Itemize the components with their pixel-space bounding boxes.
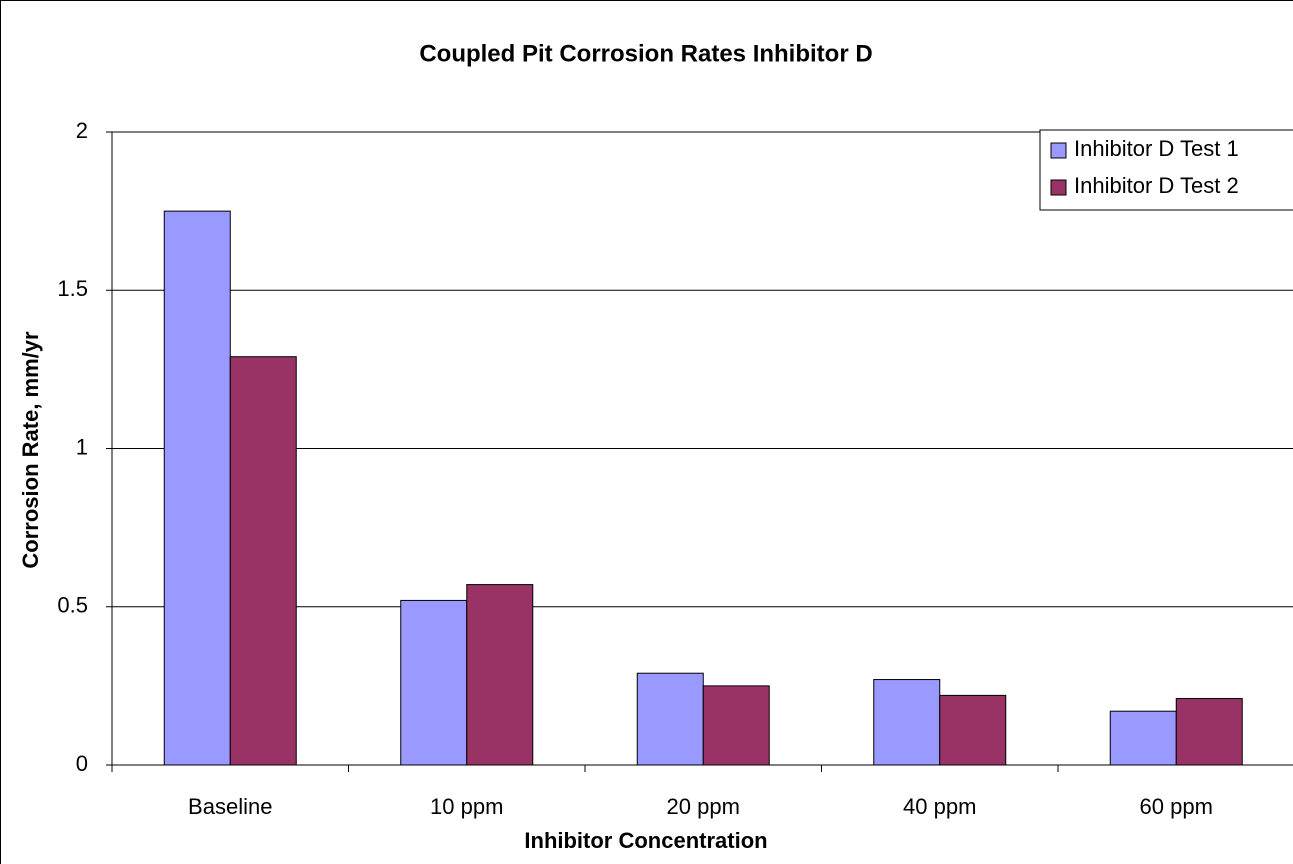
bar: [163, 210, 231, 766]
legend-label: Inhibitor D Test 1: [1074, 136, 1239, 161]
y-tick-label: 0: [76, 751, 88, 776]
legend-box: [1039, 129, 1293, 211]
y-tick-label: 2: [76, 118, 88, 143]
legend-swatch: [1050, 142, 1067, 159]
bar: [873, 679, 941, 766]
y-tick-label: 1: [76, 434, 88, 459]
bar: [939, 694, 1007, 766]
bar: [466, 584, 534, 766]
bar: [1175, 698, 1243, 766]
x-tick-label: 20 ppm: [667, 794, 740, 819]
x-axis-label: Inhibitor Concentration: [524, 828, 767, 853]
legend-swatch: [1050, 179, 1067, 196]
bar: [702, 685, 770, 766]
bar: [636, 672, 704, 766]
y-tick-label: 0.5: [57, 593, 88, 618]
y-axis-label: Corrosion Rate, mm/yr: [18, 331, 43, 569]
bar: [1109, 710, 1177, 766]
bar: [400, 599, 468, 766]
x-tick-label: Baseline: [188, 794, 272, 819]
x-tick-label: 60 ppm: [1140, 794, 1213, 819]
legend-label: Inhibitor D Test 2: [1074, 173, 1239, 198]
x-tick-label: 10 ppm: [430, 794, 503, 819]
x-tick-label: 40 ppm: [903, 794, 976, 819]
y-tick-label: 1.5: [57, 276, 88, 301]
chart-title: Coupled Pit Corrosion Rates Inhibitor D: [419, 40, 872, 67]
bar: [229, 356, 297, 766]
